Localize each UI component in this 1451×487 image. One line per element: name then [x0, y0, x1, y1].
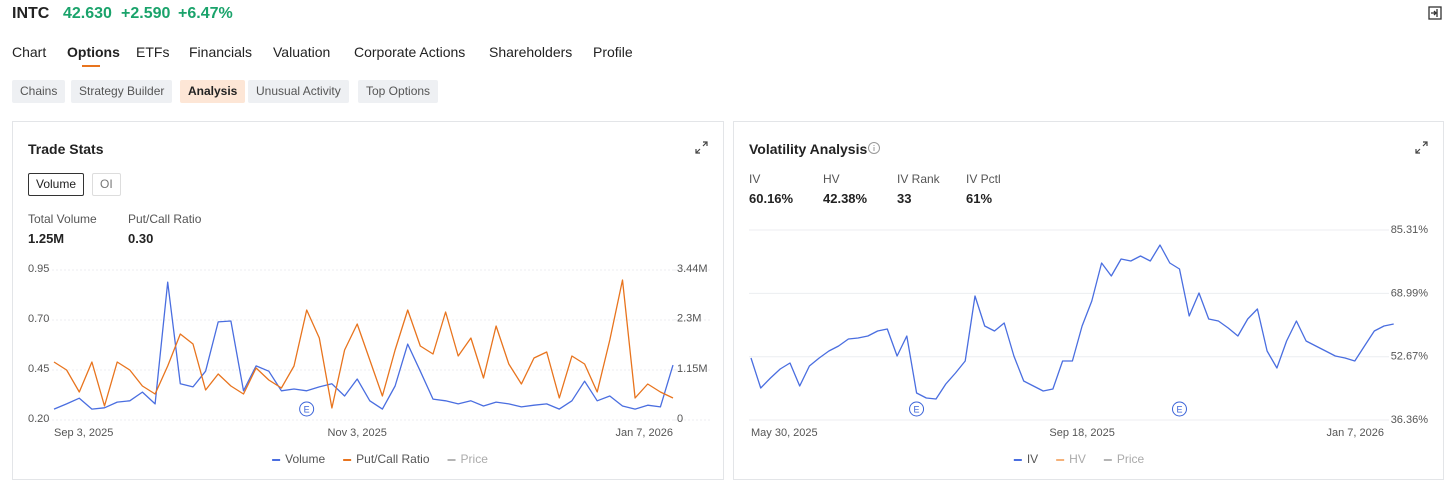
earnings-circle [909, 401, 925, 417]
y2-tick-label: 1.15M [677, 363, 708, 375]
stat-value: 33 [897, 191, 912, 206]
stat-label: IV Rank [897, 172, 940, 186]
stat-value: 1.25M [28, 231, 65, 246]
earnings-marker: E [1171, 401, 1187, 417]
stat-value: 60.16% [749, 191, 794, 206]
expand-icon[interactable] [695, 141, 708, 154]
x-tick-label: Nov 3, 2025 [328, 427, 387, 439]
panel-title: Trade Stats [28, 141, 104, 157]
chart: 36.36% 52.67% 68.99% 85.31% May 30, 2025 Sep … [749, 224, 1429, 466]
earnings-marker: E [299, 401, 315, 417]
collapse-icon[interactable] [1428, 6, 1442, 20]
price: 42.630 [63, 5, 112, 22]
panel-title: Volatility Analysis [749, 141, 868, 157]
earnings-label: E [304, 404, 310, 414]
y-tick-label: 0.95 [28, 263, 49, 275]
legend-label[interactable]: Volume [285, 452, 325, 466]
change: +2.590 [121, 5, 171, 22]
subtab[interactable]: Unusual Activity [248, 80, 349, 103]
stat-value: 42.38% [823, 191, 868, 206]
toggle-active[interactable]: Volume [28, 173, 85, 196]
legend-label[interactable]: Put/Call Ratio [356, 452, 430, 466]
tab[interactable]: ETFs [136, 44, 170, 60]
subtab-active[interactable]: Analysis [180, 80, 246, 103]
series-line [53, 281, 674, 410]
earnings-marker: E [909, 401, 925, 417]
earnings-circle [299, 401, 315, 417]
stat-label: IV [749, 172, 761, 186]
earnings-circle [1171, 401, 1187, 417]
y-tick-label: 36.36% [1391, 414, 1429, 426]
tab[interactable]: Corporate Actions [354, 44, 466, 60]
stat-label: HV [823, 172, 840, 186]
tab[interactable]: Financials [189, 44, 253, 60]
change-pct: +6.47% [178, 5, 233, 22]
x-tick-label: Jan 7, 2026 [1327, 427, 1385, 439]
x-tick-label: Jan 7, 2026 [616, 427, 674, 439]
legend-label[interactable]: Price [461, 452, 489, 466]
trade-stats-panel: 0.20 0.45 0.70 0.95 0 1.15M 2.3M 3.44M Sep 3, 20… [12, 121, 724, 480]
series-line [750, 244, 1394, 400]
stat-label: Total Volume [28, 212, 97, 226]
toggle[interactable]: OI [92, 173, 121, 196]
legend: Volume Put/Call Ratio Price [272, 452, 488, 466]
tab[interactable]: Profile [593, 44, 633, 60]
series-line [53, 279, 674, 409]
legend-label[interactable]: IV [1027, 452, 1038, 466]
stat-value: 61% [966, 191, 993, 206]
y-tick-label: 0.45 [28, 363, 49, 375]
y-tick-label: 0.20 [28, 413, 49, 425]
tab[interactable]: Shareholders [489, 44, 573, 60]
legend-label[interactable]: Price [1117, 452, 1145, 466]
earnings-label: E [914, 404, 920, 414]
tab[interactable]: Chart [12, 44, 47, 60]
x-tick-label: Sep 18, 2025 [1049, 427, 1114, 439]
tab[interactable]: Valuation [273, 44, 331, 60]
y-tick-label: 68.99% [1391, 287, 1429, 299]
tab-active[interactable]: Options [67, 44, 120, 60]
legend: IV HV Price [1013, 452, 1145, 466]
earnings-label: E [1176, 404, 1182, 414]
subtab[interactable]: Top Options [358, 80, 439, 103]
stat-label: Put/Call Ratio [128, 212, 202, 226]
stat-label: IV Pctl [966, 172, 1001, 186]
x-tick-label: May 30, 2025 [751, 427, 818, 439]
tab-underline [82, 65, 100, 67]
info-icon[interactable] [867, 141, 881, 155]
y-tick-label: 52.67% [1391, 351, 1429, 363]
subtab[interactable]: Strategy Builder [71, 80, 173, 103]
y-tick-label: 85.31% [1391, 224, 1429, 236]
stat-value: 0.30 [128, 231, 154, 246]
y2-tick-label: 0 [677, 413, 683, 425]
x-tick-label: Sep 3, 2025 [54, 427, 113, 439]
y2-tick-label: 2.3M [677, 313, 701, 325]
symbol: INTC [12, 5, 50, 22]
expand-icon[interactable] [1415, 141, 1428, 154]
y2-tick-label: 3.44M [677, 263, 708, 275]
y-tick-label: 0.70 [28, 313, 49, 325]
subtab[interactable]: Chains [12, 80, 66, 103]
volatility-panel: 36.36% 52.67% 68.99% 85.31% May 30, 2025 Sep … [733, 121, 1444, 480]
legend-label[interactable]: HV [1069, 452, 1086, 466]
chart: 0.20 0.45 0.70 0.95 0 1.15M 2.3M 3.44M Sep 3, 20… [28, 263, 710, 466]
